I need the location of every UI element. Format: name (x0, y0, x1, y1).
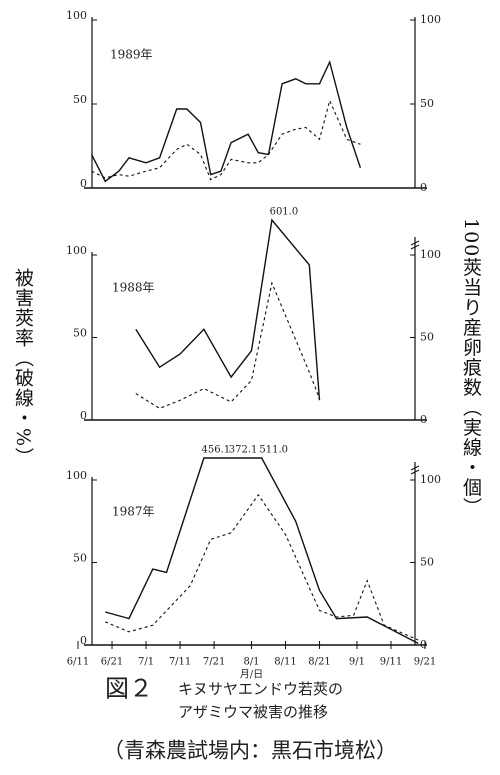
x-tick-label: 6/11 (67, 657, 89, 668)
caption-line: キヌサヤエンドウ若莢の (178, 680, 343, 698)
panel-year: 1988年 (112, 281, 155, 295)
x-tick-label: 9/21 (414, 657, 436, 668)
y2-tick-label: 50 (420, 331, 434, 344)
y2-tick-label: 100 (420, 473, 441, 486)
figure-number: 図２ (105, 675, 153, 703)
y-tick-label: 100 (66, 469, 87, 482)
y-tick-label: 100 (66, 244, 87, 257)
x-tick-label: 8/11 (274, 657, 296, 668)
y2-tick-label: 50 (420, 556, 434, 569)
data-label: 511.0 (259, 445, 288, 456)
panel-year: 1987年 (112, 505, 155, 519)
panel-year: 1989年 (110, 48, 153, 62)
axis-break (410, 240, 420, 250)
damage-line (91, 98, 361, 181)
caption-location: （青森農試場内：黒石市境松） (103, 739, 397, 763)
x-tick-label: 9/11 (380, 657, 402, 668)
y2-tick-label: 100 (420, 248, 441, 261)
y-tick-label: 0 (80, 634, 87, 647)
damage-line (104, 493, 419, 641)
y-axis-title: 被害莢率（破線・%） (12, 268, 34, 468)
x-tick-label: 6/21 (101, 657, 123, 668)
y-tick-label: 50 (73, 552, 87, 565)
egg-count-line (90, 59, 362, 183)
y2-tick-label: 50 (420, 97, 434, 110)
y-tick-label: 0 (80, 177, 87, 190)
x-tick-label: 8/21 (308, 657, 330, 668)
y2-tick-label: 0 (420, 638, 427, 651)
egg-count-line (135, 218, 321, 401)
x-axis-title: 月/日 (240, 669, 263, 681)
y-tick-label: 50 (73, 93, 87, 106)
y2-axis-title: 100莢当り産卵痕数（実線・個） (460, 218, 482, 518)
y2-tick-label: 0 (420, 413, 427, 426)
y-tick-label: 50 (73, 327, 87, 340)
x-tick-label: 7/11 (169, 657, 191, 668)
damage-line (135, 281, 321, 410)
x-tick-label: 8/1 (243, 657, 259, 668)
x-tick-label: 7/1 (138, 657, 154, 668)
egg-count-line (105, 457, 419, 645)
y-tick-label: 0 (80, 409, 87, 422)
y-tick-label: 100 (66, 9, 87, 22)
x-tick-label: 7/21 (203, 657, 225, 668)
data-label: 456.1 (202, 445, 231, 456)
x-tick-label: 9/1 (349, 657, 365, 668)
data-label: 372.1 (229, 445, 258, 456)
data-label: 601.0 (270, 207, 299, 218)
axis-break (410, 465, 420, 475)
y2-tick-label: 100 (420, 13, 441, 26)
y2-tick-label: 0 (420, 181, 427, 194)
caption-line: アザミウマ被害の推移 (178, 703, 328, 721)
